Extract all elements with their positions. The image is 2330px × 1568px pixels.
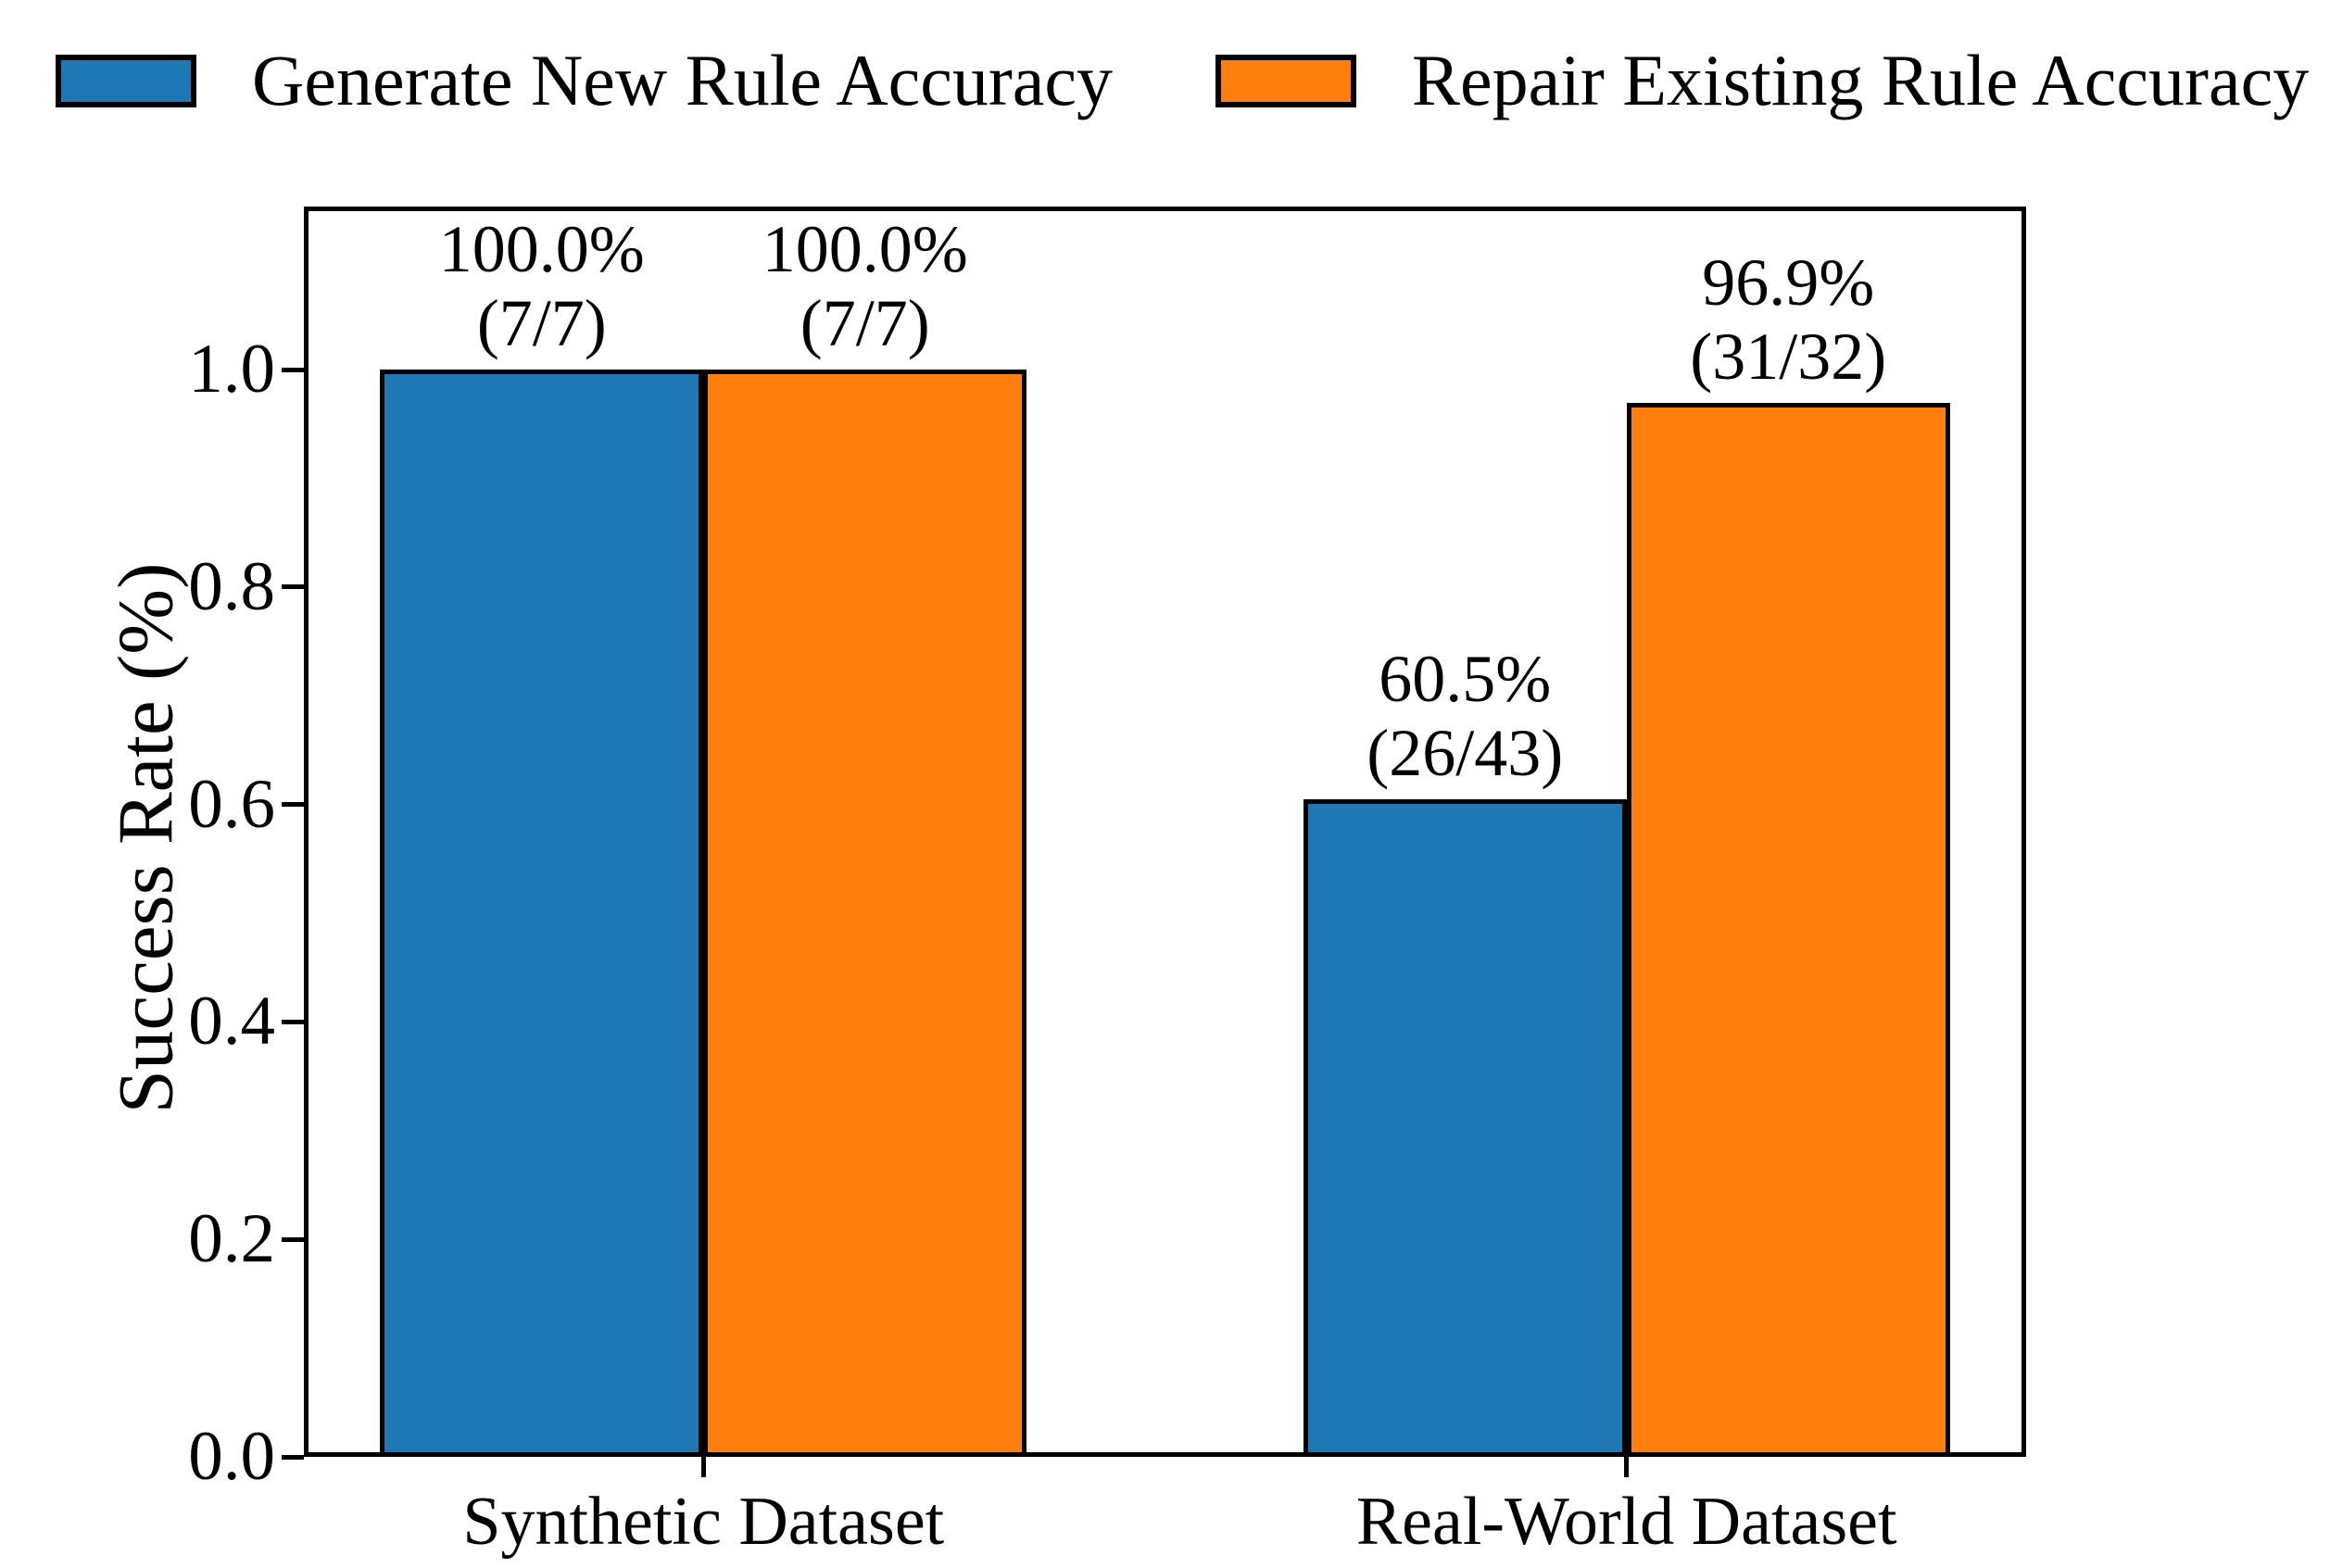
x-tick-label: Real-World Dataset [1355, 1484, 1897, 1560]
bar-repair-real-world [1626, 403, 1950, 1457]
y-tick-label: 0.0 [188, 1418, 275, 1495]
bar-value-fraction: (31/32) [1690, 320, 1887, 395]
bar-value-label-generate-synthetic: 100.0% (7/7) [264, 212, 820, 360]
y-tick-label: 0.2 [188, 1200, 275, 1278]
x-tick-mark [1624, 1457, 1630, 1477]
bar-value-percent: 100.0% [438, 212, 645, 287]
y-tick-mark [282, 1454, 304, 1460]
x-tick-label: Synthetic Dataset [462, 1484, 945, 1560]
y-tick-mark [282, 584, 304, 590]
y-tick-label: 0.6 [188, 765, 275, 843]
legend-label-repair-existing-rule: Repair Existing Rule Accuracy [1412, 40, 2310, 120]
y-tick-label: 1.0 [188, 331, 275, 408]
legend-item-generate-new-rule: Generate New Rule Accuracy [56, 39, 1113, 122]
bar-value-percent: 60.5% [1379, 641, 1552, 716]
legend-label-generate-new-rule: Generate New Rule Accuracy [252, 40, 1114, 120]
y-tick-mark [282, 1019, 304, 1024]
y-tick-mark [282, 1236, 304, 1242]
legend-item-repair-existing-rule: Repair Existing Rule Accuracy [1215, 39, 2309, 122]
bar-repair-synthetic [703, 370, 1027, 1457]
bar-value-label-repair-synthetic: 100.0% (7/7) [587, 212, 1143, 360]
bar-value-fraction: (7/7) [800, 286, 930, 361]
y-tick-mark [282, 802, 304, 808]
y-tick-mark [282, 367, 304, 372]
y-tick-label: 0.8 [188, 547, 275, 625]
y-tick-label: 0.4 [188, 983, 275, 1060]
plot-area: 100.0% (7/7) 100.0% (7/7) 60.5% (26/43) … [304, 207, 2026, 1457]
bar-value-percent: 100.0% [762, 212, 968, 287]
legend-swatch-generate-new-rule [56, 54, 196, 107]
legend-swatch-repair-existing-rule [1215, 54, 1356, 107]
bar-value-percent: 96.9% [1702, 245, 1875, 320]
bar-value-label-repair-real-world: 96.9% (31/32) [1510, 245, 2066, 394]
bar-value-fraction: (26/43) [1367, 715, 1564, 790]
x-tick-mark [700, 1457, 706, 1477]
bar-generate-synthetic [380, 370, 704, 1457]
bar-value-fraction: (7/7) [476, 286, 607, 361]
bar-generate-real-world [1303, 798, 1627, 1457]
bar-value-label-generate-real-world: 60.5% (26/43) [1187, 642, 1743, 790]
